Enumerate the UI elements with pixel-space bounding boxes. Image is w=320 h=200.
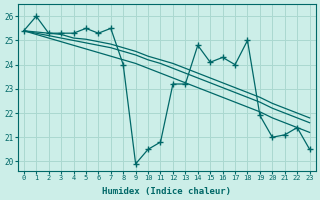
X-axis label: Humidex (Indice chaleur): Humidex (Indice chaleur) <box>102 187 231 196</box>
